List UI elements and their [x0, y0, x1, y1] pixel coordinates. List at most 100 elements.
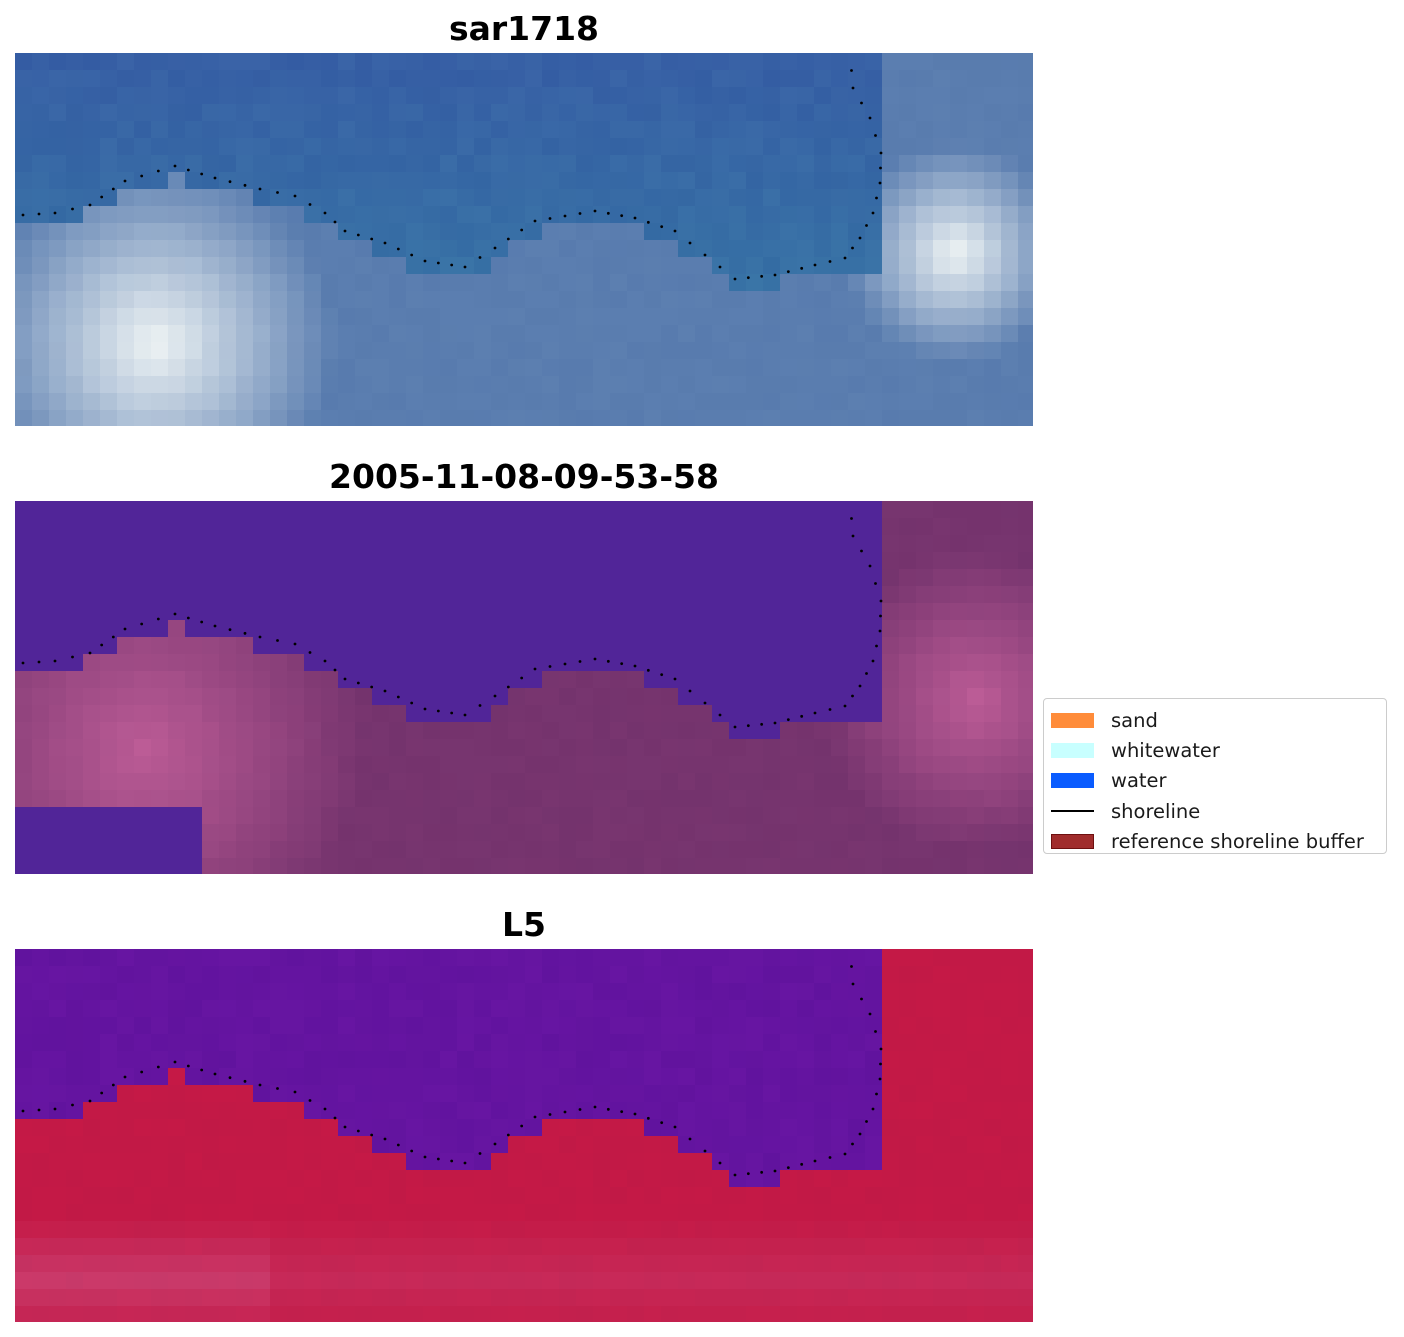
shoreline-point — [593, 1105, 597, 1109]
shoreline-point — [200, 172, 204, 176]
shoreline-point — [243, 631, 247, 635]
shoreline-point — [493, 1142, 497, 1146]
shoreline-point — [111, 635, 115, 639]
shoreline-point — [563, 662, 567, 666]
shoreline-point — [851, 534, 855, 538]
shoreline-point — [878, 181, 882, 185]
shoreline-point — [71, 655, 74, 659]
shoreline-point — [410, 701, 414, 705]
shoreline-point — [88, 203, 92, 207]
shoreline-point — [493, 694, 497, 698]
shoreline-point — [173, 164, 177, 168]
shoreline-point — [436, 1157, 440, 1161]
shoreline-point — [851, 982, 855, 986]
shoreline-point — [396, 1143, 400, 1147]
shoreline-point — [851, 246, 854, 250]
shoreline-point — [463, 1161, 467, 1165]
shoreline-point — [703, 1149, 707, 1153]
shoreline-point — [213, 1072, 217, 1076]
shoreline-point — [436, 261, 440, 265]
shoreline-point — [423, 259, 427, 263]
shoreline-point — [858, 1132, 862, 1136]
shoreline-point — [140, 1070, 144, 1074]
shoreline-point — [370, 1133, 374, 1137]
shoreline-point — [879, 1047, 883, 1051]
legend-item-sand: sand — [1051, 705, 1386, 735]
shoreline-point — [258, 187, 262, 191]
shoreline-point — [828, 260, 832, 263]
shoreline-point — [520, 1124, 524, 1128]
shoreline-point — [343, 1125, 347, 1129]
shoreline-point — [879, 151, 883, 155]
shoreline-point — [186, 616, 190, 620]
panel-3-pixels — [15, 949, 1033, 1322]
shoreline-point — [111, 187, 115, 191]
legend-label-sand: sand — [1111, 708, 1158, 732]
shoreline-point — [213, 624, 217, 628]
shoreline-point — [718, 1161, 722, 1165]
shoreline-point — [850, 517, 853, 520]
shoreline-point — [858, 236, 862, 240]
shoreline-point — [879, 1062, 882, 1066]
panel-1-shoreline — [21, 69, 883, 281]
shoreline-point — [688, 1137, 692, 1141]
shoreline-point — [800, 714, 804, 718]
shoreline-point — [436, 709, 440, 713]
shoreline-point — [333, 668, 337, 672]
shoreline-point — [243, 183, 247, 187]
shoreline-point — [548, 1113, 552, 1116]
shoreline-point — [843, 704, 847, 708]
legend-item-water: water — [1051, 766, 1386, 796]
shoreline-point — [865, 672, 868, 675]
shoreline-point — [21, 661, 25, 665]
whitewater-swatch — [1051, 742, 1094, 758]
shoreline-point — [53, 211, 57, 215]
shoreline-line-swatch — [1051, 810, 1094, 813]
shoreline-point — [851, 1142, 854, 1146]
shoreline-point — [111, 1083, 115, 1087]
shoreline-point — [646, 220, 650, 224]
shoreline-point — [200, 1068, 204, 1072]
shoreline-point — [383, 1137, 387, 1141]
shoreline-point — [293, 194, 297, 198]
shoreline-point — [396, 695, 400, 699]
shoreline-point — [450, 711, 454, 715]
shoreline-point — [878, 1077, 882, 1081]
reference-buffer-swatch — [1051, 833, 1094, 849]
shoreline-point — [478, 704, 482, 707]
shoreline-point — [660, 1121, 664, 1125]
shoreline-point — [865, 1120, 868, 1123]
shoreline-point — [450, 263, 454, 267]
shoreline-point — [879, 166, 882, 170]
shoreline-point — [71, 207, 74, 211]
shoreline-point — [606, 211, 610, 215]
panel-3-title: L5 — [502, 905, 546, 944]
shoreline-point — [760, 1170, 764, 1174]
shoreline-point — [871, 1107, 875, 1111]
shoreline-point — [673, 1125, 677, 1129]
shoreline-point — [868, 564, 872, 568]
shoreline-point — [228, 628, 232, 632]
shoreline-point — [660, 673, 664, 677]
shoreline-point — [593, 209, 597, 213]
shoreline-point — [850, 69, 853, 72]
shoreline-point — [37, 660, 41, 664]
shoreline-point — [578, 212, 582, 215]
shoreline-point — [563, 214, 567, 218]
shoreline-point — [718, 713, 722, 717]
shoreline-point — [323, 659, 327, 663]
shoreline-point — [673, 677, 677, 681]
legend-label-whitewater: whitewater — [1111, 738, 1220, 762]
shoreline-point — [37, 1108, 41, 1112]
shoreline-point — [874, 134, 877, 137]
shoreline-point — [786, 718, 790, 722]
shoreline-point — [813, 1159, 817, 1163]
shoreline-point — [620, 1110, 624, 1114]
shoreline-point — [333, 1116, 337, 1120]
panel-3-image — [15, 949, 1033, 1322]
shoreline-point — [21, 213, 25, 217]
shoreline-point — [478, 256, 482, 259]
shoreline-point — [786, 270, 790, 274]
shoreline-point — [646, 668, 650, 672]
shoreline-point — [879, 614, 882, 618]
